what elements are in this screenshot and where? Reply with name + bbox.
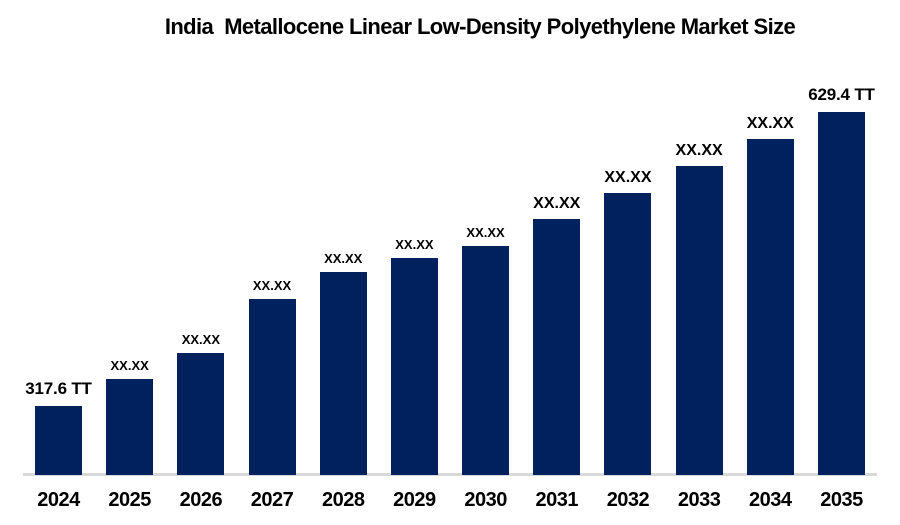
bar-value-label: XX.XX: [604, 169, 652, 187]
bar-value-label: XX.XX: [324, 250, 363, 266]
x-axis-tick-label: 2030: [464, 489, 507, 511]
x-axis-tick-label: 2027: [250, 489, 294, 511]
bar-value-label: 629.4 TT: [808, 85, 875, 105]
bar-value-label: XX.XX: [466, 224, 505, 240]
bar-value-label: XX.XX: [675, 142, 723, 160]
bar-2029: [390, 258, 438, 475]
bar-2028: [319, 272, 367, 475]
x-axis-tick-label: 2028: [321, 489, 365, 511]
bar-2035: [817, 112, 865, 475]
x-axis-tick-label: 2024: [37, 489, 80, 511]
bar-value-label: XX.XX: [395, 236, 434, 252]
x-axis-tick-label: 2034: [749, 489, 792, 511]
x-axis-tick-label: 2025: [108, 489, 151, 511]
bar-2033: [675, 166, 723, 475]
bar-2031: [533, 219, 581, 475]
x-axis-tick-label: 2032: [606, 489, 650, 511]
bar-2032: [604, 193, 652, 475]
x-axis-tick-label: 2035: [820, 489, 863, 511]
x-axis-tick-label: 2031: [535, 489, 579, 511]
bar-value-label: XX.XX: [746, 115, 794, 133]
bar-2030: [462, 246, 510, 475]
bar-2034: [746, 139, 794, 475]
bar-value-label: XX.XX: [110, 357, 149, 373]
chart-title: India Metallocene Linear Low-Density Pol…: [164, 14, 796, 39]
bar-2025: [106, 379, 154, 475]
bar-value-label: XX.XX: [252, 277, 292, 293]
bar-2026: [177, 353, 225, 475]
bar-2024: [35, 406, 82, 475]
x-axis-line: [23, 473, 877, 476]
x-axis-tick-label: 2029: [393, 489, 436, 511]
bar-value-label: XX.XX: [533, 195, 581, 213]
bar-value-label: XX.XX: [181, 331, 220, 347]
x-axis-tick-label: 2026: [179, 489, 223, 511]
bar-2027: [248, 299, 296, 475]
x-axis-tick-label: 2033: [677, 489, 721, 511]
bar-value-label: 317.6 TT: [25, 379, 92, 399]
